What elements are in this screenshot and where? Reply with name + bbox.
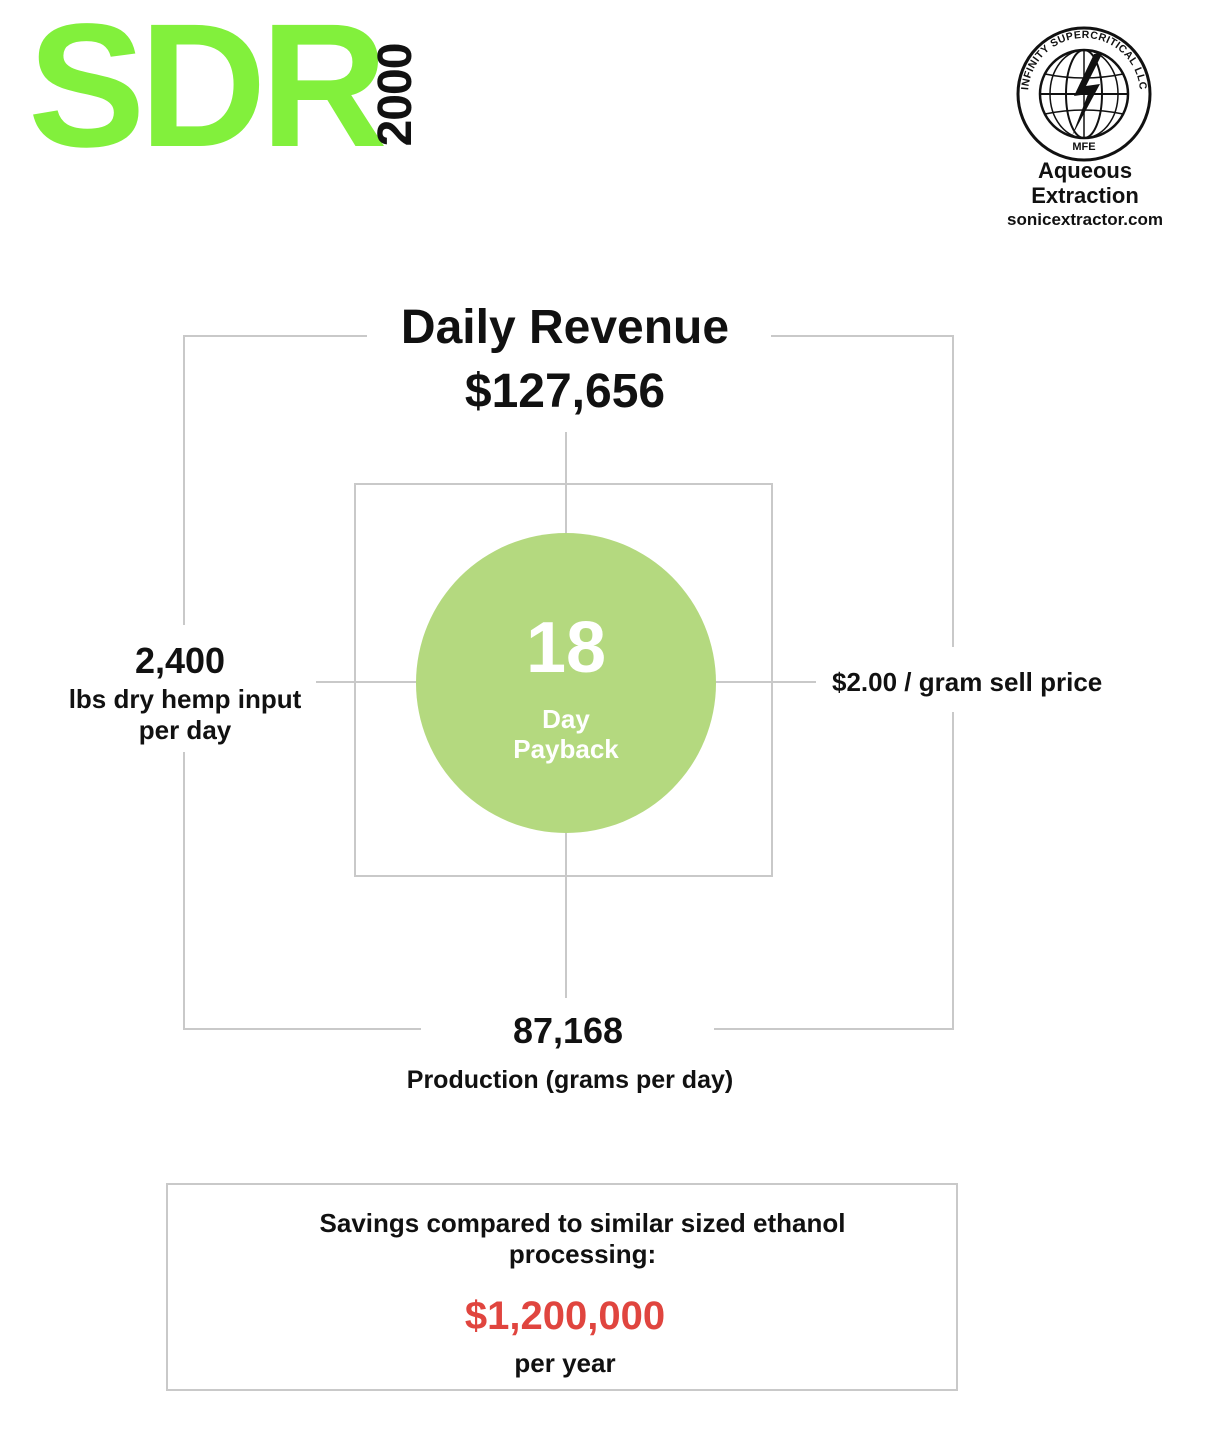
daily-revenue-value: $127,656 [464,365,666,418]
hemp-input-label-line2: per day [138,715,232,745]
payback-label-line2: Payback [513,734,619,764]
production-label: Production (grams per day) [406,1066,734,1094]
savings-description-line1: Savings compared to similar sized ethano… [319,1208,846,1238]
product-title: SDR [28,0,388,184]
outer-frame-top-right [771,335,954,337]
production-value: 87,168 [512,1010,624,1051]
hemp-input-label-line1: lbs dry hemp input [68,684,302,714]
globe-seal-icon: INFINITY SUPERCRITICAL LLC MFE [1016,26,1152,162]
product-model-year: 2000 [369,43,422,147]
payback-label: Day Payback [513,704,619,764]
connector-left [316,681,417,683]
outer-frame-top-left [183,335,367,337]
outer-frame-left-lower [183,752,185,1030]
payback-label-line1: Day [542,704,590,734]
outer-frame-bottom-right [714,1028,954,1030]
logo-bottom-text: MFE [1072,141,1095,153]
hemp-input-value: 2,400 [134,640,226,681]
savings-description: Savings compared to similar sized ethano… [270,1208,895,1270]
savings-description-line2: processing: [508,1239,657,1269]
logo-caption-line1: Aqueous [1037,158,1133,183]
logo-caption-line2: Extraction [1031,183,1139,208]
hemp-input-label: lbs dry hemp input per day [40,684,330,746]
savings-value: $1,200,000 [464,1294,666,1338]
payback-days-value: 18 [525,608,607,688]
website-url: sonicextractor.com [1007,210,1163,229]
outer-frame-left-upper [183,335,185,625]
connector-top [565,432,567,535]
company-logo: INFINITY SUPERCRITICAL LLC MFE [1014,24,1154,164]
sell-price-text: $2.00 / gram sell price [832,667,1103,697]
savings-panel [166,1183,958,1391]
connector-bottom [565,832,567,998]
connector-right [715,681,816,683]
daily-revenue-title: Daily Revenue [400,301,730,354]
inner-frame [354,483,773,877]
payback-circle: 18 Day Payback [416,533,716,833]
savings-unit: per year [514,1348,616,1378]
outer-frame-bottom-left [183,1028,421,1030]
outer-frame-right-upper [952,335,954,647]
logo-caption: Aqueous Extraction [990,158,1180,208]
outer-frame-right-lower [952,712,954,1030]
